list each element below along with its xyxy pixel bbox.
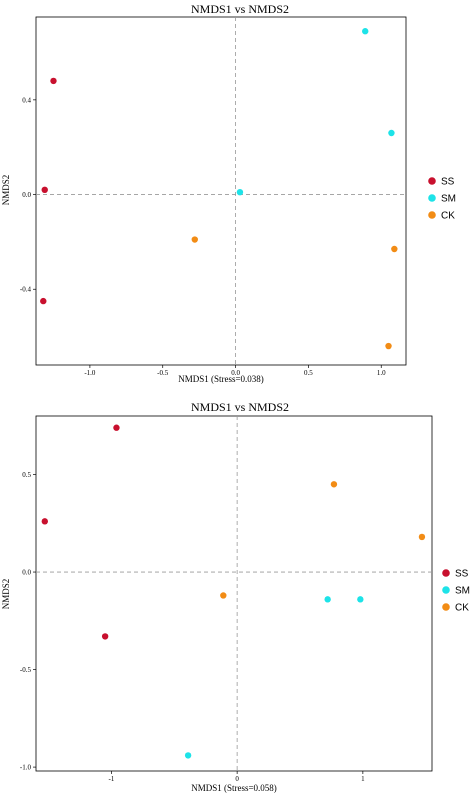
point-ss	[41, 186, 48, 194]
y-tick-label: -1.0	[20, 764, 32, 772]
point-ck	[330, 481, 338, 488]
x-tick-label: 1.0	[377, 369, 386, 377]
point-sm	[324, 596, 331, 603]
legend-marker-ss	[428, 177, 436, 185]
chart-title: NMDS1 vs NMDS2	[191, 2, 289, 16]
y-tick-label: 0.5	[22, 471, 31, 479]
x-tick-label: 1	[361, 775, 365, 783]
point-sm	[388, 129, 395, 137]
point-ss	[41, 518, 48, 525]
x-tick-label: -1.0	[84, 369, 96, 377]
legend-marker-sm	[442, 586, 450, 594]
legend-marker-ck	[442, 603, 450, 611]
x-axis-label: NMDS1 (Stress=0.038)	[178, 374, 264, 384]
point-sm	[236, 188, 244, 196]
x-tick-label: 0.0	[231, 369, 240, 377]
y-axis-label: NMDS2	[1, 579, 11, 610]
plot-area: -1 0 1 -1.0 -0.5 0.0 0.5	[20, 416, 432, 783]
y-tick-label: 0.0	[22, 191, 31, 199]
legend-label-sm: SM	[455, 586, 470, 597]
y-tick-label: 0.0	[22, 569, 31, 577]
point-ck	[191, 236, 198, 243]
nmds-panel-top: NMDS1 vs NMDS2 -1.0 -0.5 0.0 0.5 1.0 -0.4 0.0 0…	[1, 2, 456, 384]
y-axis-label: NMDS2	[1, 175, 11, 206]
chart-title: NMDS1 vs NMDS2	[191, 400, 289, 414]
point-ss	[101, 633, 109, 640]
x-tick-label: -0.5	[157, 369, 169, 377]
point-ck	[391, 245, 398, 253]
point-sm	[357, 596, 364, 603]
point-sm	[362, 28, 369, 35]
legend: SS SM CK	[442, 569, 470, 614]
point-ck	[385, 342, 392, 350]
y-tick-label: -0.5	[20, 666, 32, 674]
legend-label-ck: CK	[441, 211, 455, 222]
legend-label-sm: SM	[441, 194, 456, 205]
x-tick-label: 0	[235, 775, 239, 783]
y-tick-label: -0.4	[20, 286, 32, 294]
point-ck	[220, 592, 227, 599]
x-tick-label: 0.5	[304, 369, 313, 377]
legend: SS SM CK	[428, 177, 456, 222]
point-ss	[50, 77, 57, 85]
legend-marker-sm	[428, 194, 436, 202]
legend-label-ss: SS	[441, 177, 455, 188]
legend-label-ss: SS	[455, 569, 469, 580]
plot-area: -1.0 -0.5 0.0 0.5 1.0 -0.4 0.0 0.4	[20, 17, 406, 377]
legend-label-ck: CK	[455, 603, 469, 614]
plot-frame	[35, 16, 407, 366]
point-sm	[184, 752, 192, 759]
point-ss	[40, 297, 47, 305]
nmds-panel-bottom: NMDS1 vs NMDS2 -1 0 1 -1.0 -0.5 0.0 0.5 NMDS1 …	[1, 400, 470, 793]
x-axis-label: NMDS1 (Stress=0.058)	[191, 783, 277, 793]
legend-marker-ss	[442, 569, 450, 577]
point-ck	[418, 533, 426, 541]
plot-frame	[35, 415, 433, 772]
point-ss	[113, 424, 120, 431]
y-tick-label: 0.4	[22, 96, 31, 104]
legend-marker-ck	[428, 211, 436, 219]
x-tick-label: -1	[109, 775, 115, 783]
